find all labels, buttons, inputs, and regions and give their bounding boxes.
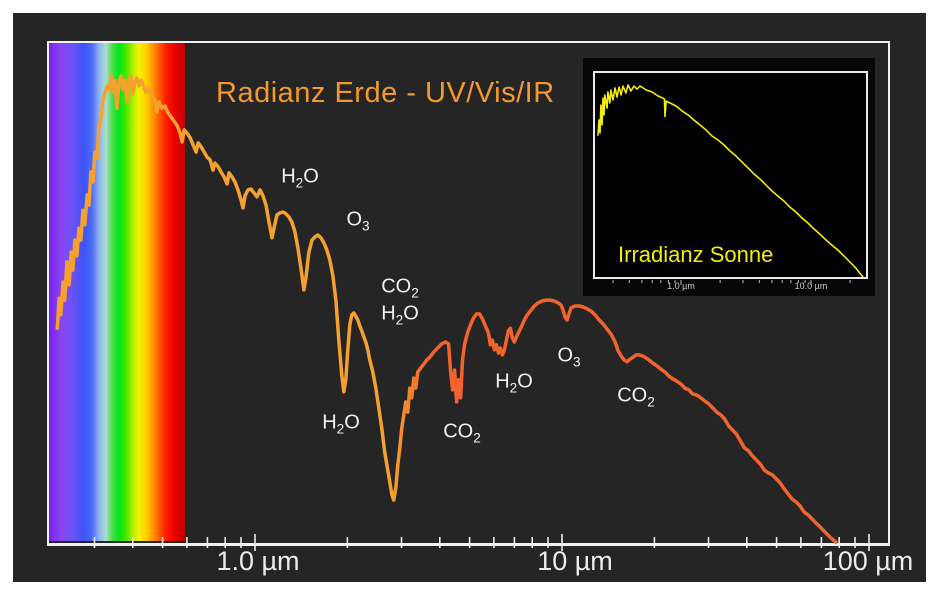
inset-x-axis-label-10um: 10.0 µm [794, 281, 828, 291]
molecule-label: CO2 [617, 384, 655, 410]
molecule-label: CO2 [443, 420, 481, 446]
molecule-label: CO2 [381, 275, 419, 301]
main-plot-frame [47, 41, 890, 546]
molecule-label: H2O [281, 165, 319, 191]
x-axis-label-100um: 100 µm [822, 546, 914, 576]
x-axis-label-10um: 10 µm [537, 546, 613, 576]
inset-chart-title: Irradianz Sonne [618, 242, 774, 267]
molecule-label: O3 [346, 208, 370, 234]
molecule-label: H2O [495, 370, 533, 396]
molecule-label: O3 [557, 344, 581, 370]
molecule-label: H2O [322, 411, 360, 437]
x-axis-label-1um: 1.0 µm [216, 546, 300, 576]
molecule-label: H2O [381, 302, 419, 328]
main-chart-title: Radianz Erde - UV/Vis/IR [216, 77, 555, 109]
inset-x-axis-label-1um: 1.0 µm [667, 281, 695, 291]
visible-spectrum-band [49, 43, 185, 541]
